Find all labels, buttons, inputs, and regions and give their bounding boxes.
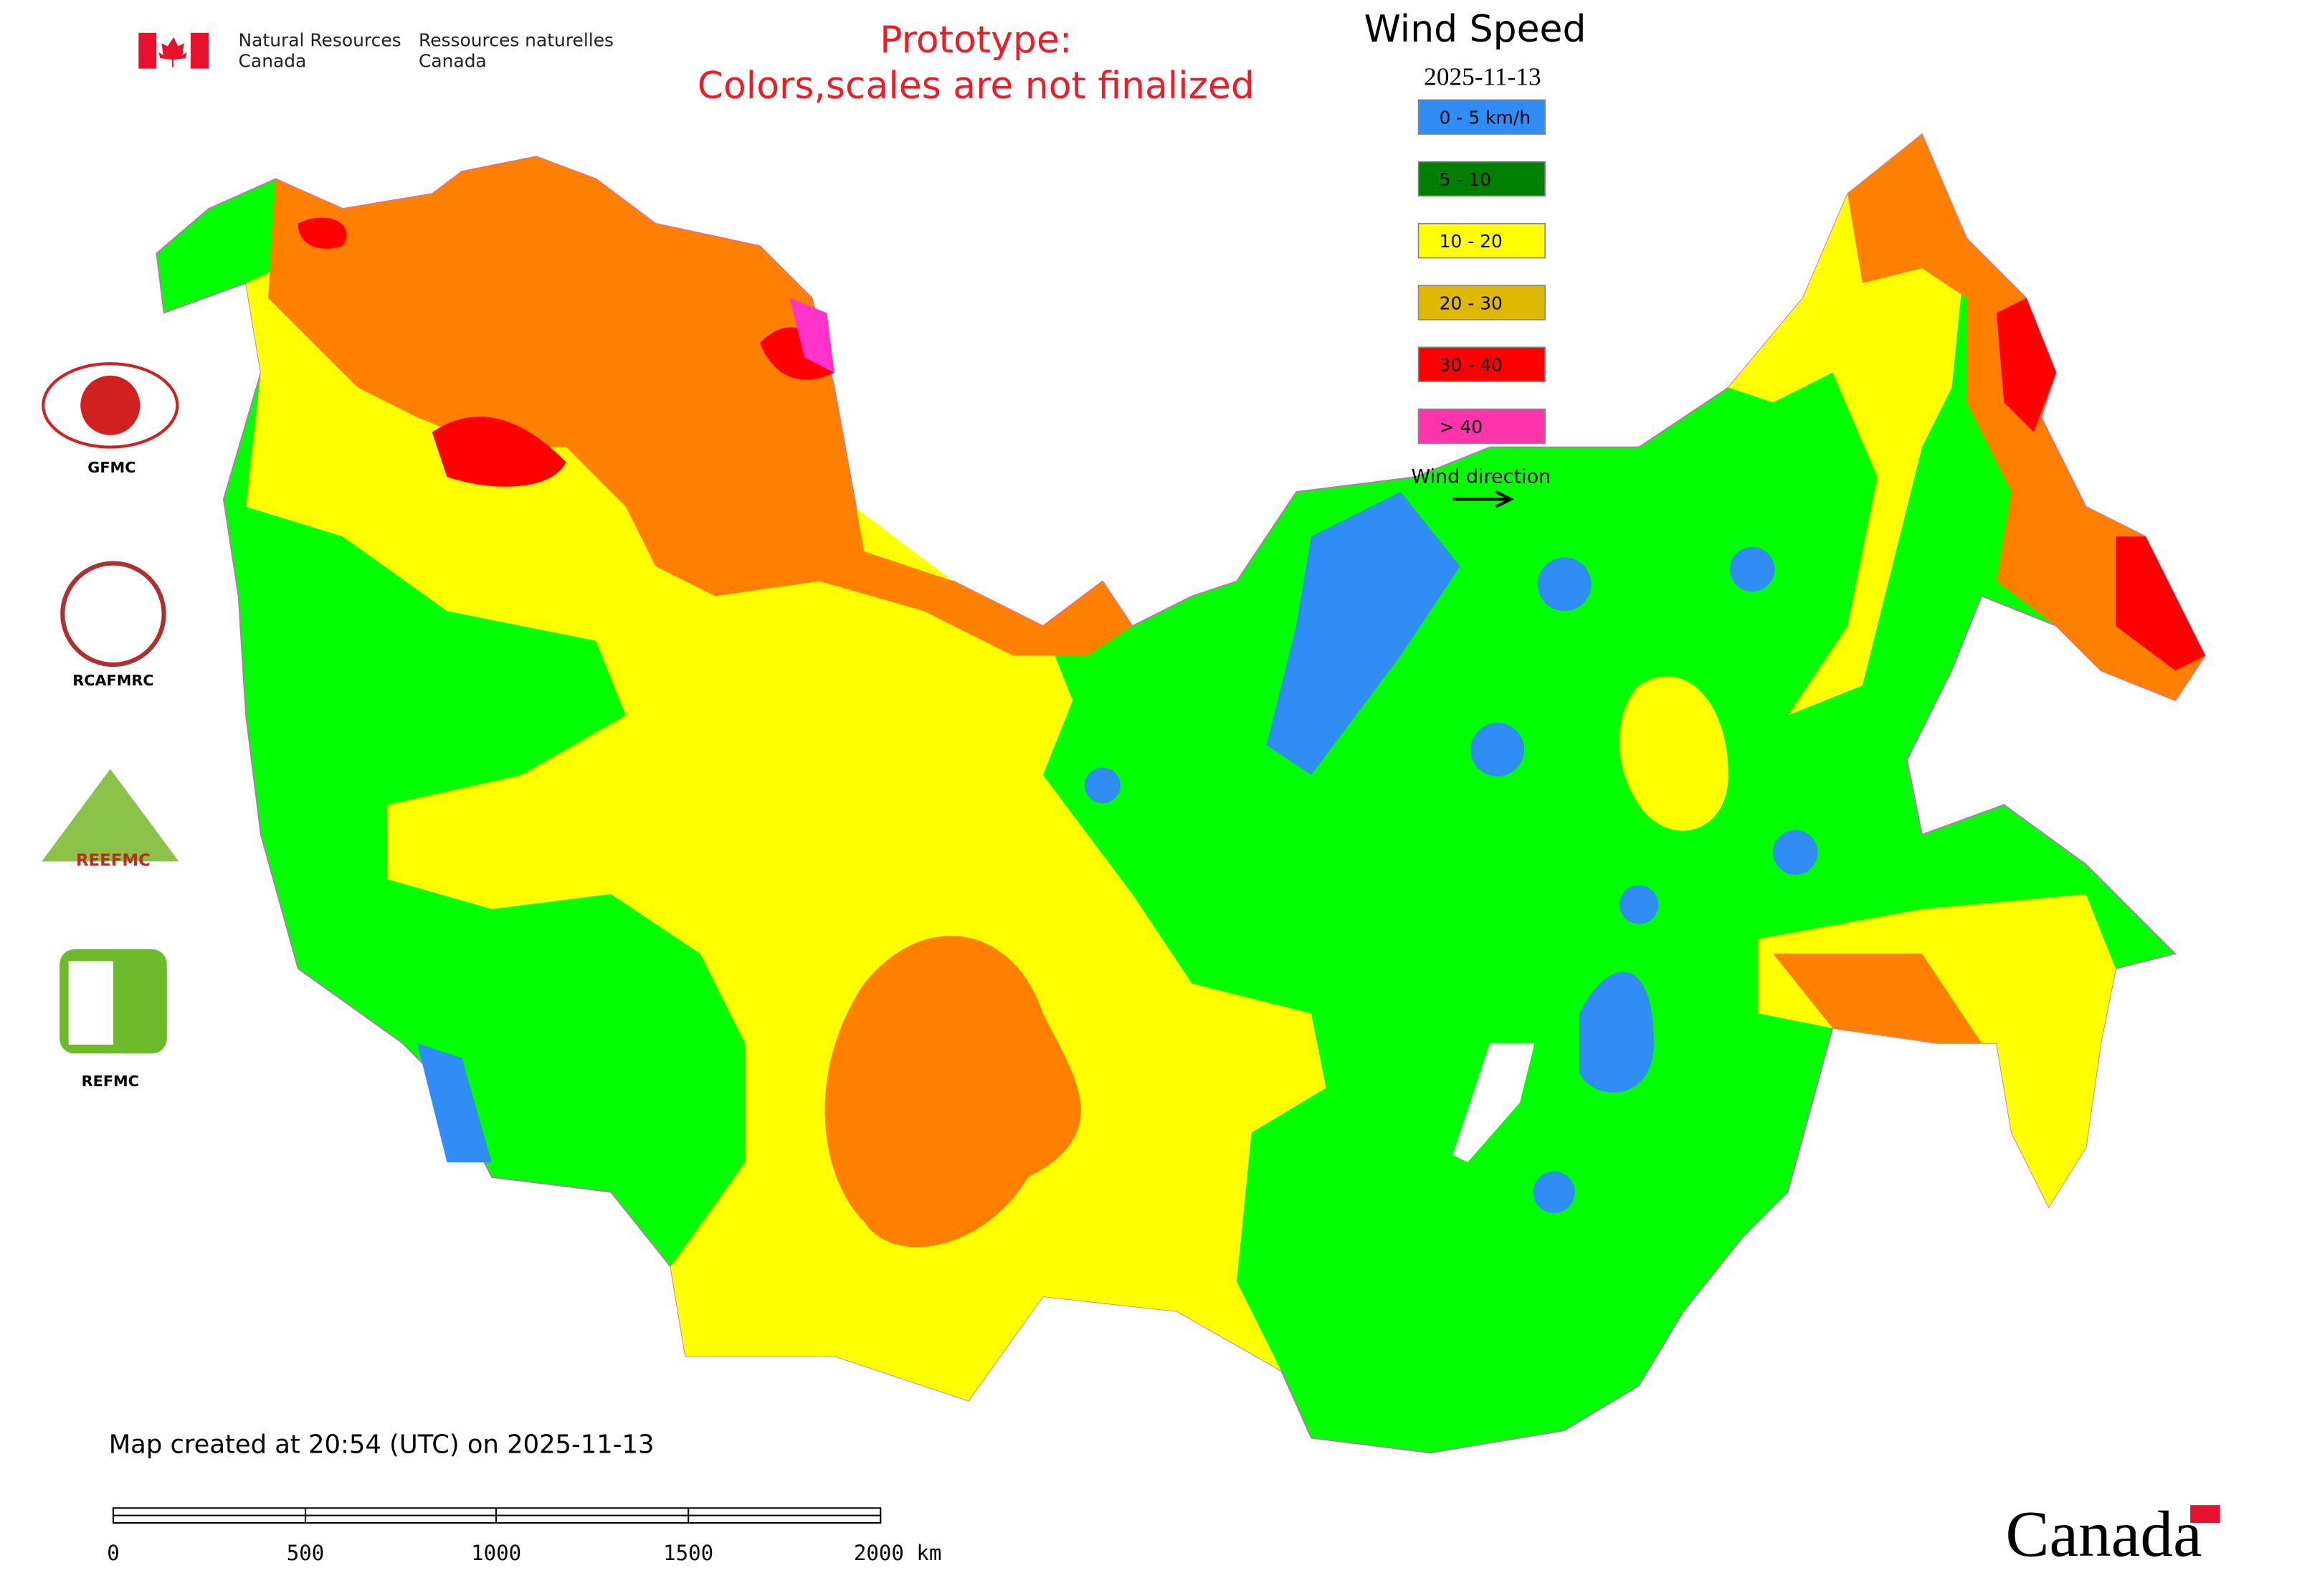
legend-date: 2025-11-13 bbox=[1424, 63, 1541, 91]
wordmark-flag bbox=[2190, 1505, 2220, 1524]
canada-wordmark: Canada bbox=[2005, 1498, 2202, 1570]
map bbox=[156, 133, 2206, 1454]
legend-label: 30 - 40 bbox=[1440, 355, 1503, 376]
legend-swatch bbox=[1417, 346, 1546, 382]
agency-en: Canada bbox=[239, 51, 307, 72]
legend-swatch bbox=[1417, 222, 1546, 259]
legend: 0 - 5 km/h 5 - 10 10 - 20 20 - 30 30 - 40 > 4… bbox=[1417, 99, 1546, 445]
legend-label: 10 - 20 bbox=[1440, 231, 1503, 252]
logo-label: REFMC bbox=[82, 1073, 139, 1090]
legend-title: Wind Speed bbox=[1364, 8, 1587, 51]
wind-arrow bbox=[1452, 490, 1515, 508]
legend-label: 5 - 10 bbox=[1440, 169, 1491, 190]
scale-label: 500 bbox=[287, 1541, 325, 1565]
legend-swatch bbox=[1417, 408, 1546, 445]
logo-label: RCAFMRC bbox=[72, 672, 153, 689]
logo-label: GFMC bbox=[87, 459, 135, 476]
scale-label: 2000 km bbox=[854, 1541, 942, 1565]
scale-label: 1000 bbox=[471, 1541, 521, 1565]
agency-fr: Canada bbox=[419, 51, 487, 72]
wind-direction-label: Wind direction bbox=[1411, 465, 1551, 488]
agency-fr: Ressources naturelles bbox=[419, 29, 614, 50]
scale-bar bbox=[112, 1507, 882, 1524]
scale-label: 0 bbox=[107, 1541, 120, 1565]
logos bbox=[42, 362, 179, 1054]
legend-swatch bbox=[1417, 99, 1546, 135]
legend-swatch bbox=[1417, 285, 1546, 320]
logo-label: REEFMC bbox=[76, 852, 151, 870]
notice: Colors,scales are not finalized bbox=[698, 65, 1255, 108]
legend-label: 20 - 30 bbox=[1440, 293, 1503, 313]
canada-flag bbox=[138, 32, 209, 69]
scale-labels: 0 500 1000 1500 2000 km bbox=[107, 1541, 941, 1565]
legend-label: > 40 bbox=[1440, 417, 1483, 437]
legend-swatch bbox=[1417, 161, 1546, 197]
notice: Prototype: bbox=[880, 19, 1072, 62]
scale-label: 1500 bbox=[663, 1541, 713, 1565]
legend-label: 0 - 5 km/h bbox=[1440, 108, 1531, 128]
agency-en: Natural Resources bbox=[239, 29, 401, 50]
created-note: Map created at 20:54 (UTC) on 2025-11-13 bbox=[109, 1430, 655, 1459]
